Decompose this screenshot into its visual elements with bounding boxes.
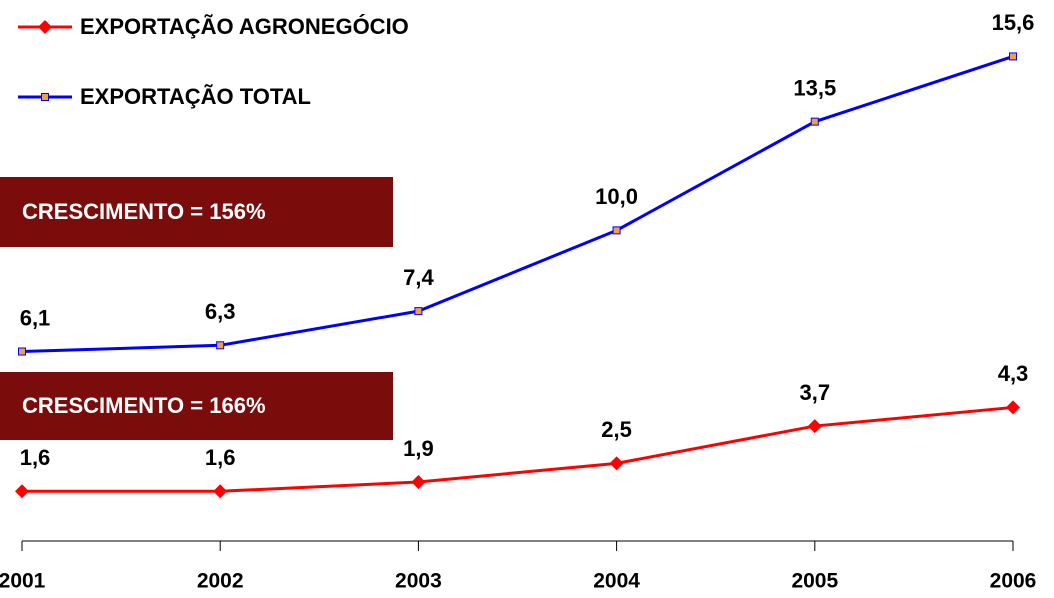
x-tick-label: 2004 [593,570,640,593]
point [15,484,29,499]
data-label: 1,6 [205,445,236,470]
point [612,226,621,235]
data-label: 6,3 [205,299,236,324]
legend-label: EXPORTAÇÃO TOTAL [80,84,311,109]
data-label: 7,4 [403,265,434,290]
point [1006,400,1020,415]
data-label: 3,7 [800,380,831,405]
point [18,347,26,356]
annotation: CRESCIMENTO = 156% [22,199,266,224]
point [1009,52,1017,61]
point [609,456,624,471]
data-label: 2,5 [601,417,632,442]
x-tick-label: 2002 [197,570,244,593]
x-tick-label: 2005 [791,570,838,593]
legend-marker [41,93,49,101]
data-label: 15,6 [992,10,1035,35]
x-tick-label: 2003 [395,570,442,593]
series-line [22,405,1014,493]
point [213,484,228,499]
data-label: 6,1 [20,305,51,330]
data-label: 1,9 [403,436,434,461]
x-tick-label: 2006 [990,570,1037,593]
data-label: 10,0 [595,184,638,209]
point [216,341,225,350]
x-tick-label: 2001 [0,570,46,593]
series-line [21,55,1014,354]
point [807,419,822,434]
point [810,117,819,126]
point [414,307,423,316]
annotation-box [0,372,393,440]
data-label: 13,5 [793,75,836,100]
legend-marker [38,20,52,34]
annotation: CRESCIMENTO = 166% [22,393,266,418]
point [411,474,426,489]
data-label: 4,3 [998,361,1029,386]
legend-label: EXPORTAÇÃO AGRONEGÓCIO [80,14,409,39]
data-label: 1,6 [20,445,51,470]
annotation-box [0,177,393,247]
